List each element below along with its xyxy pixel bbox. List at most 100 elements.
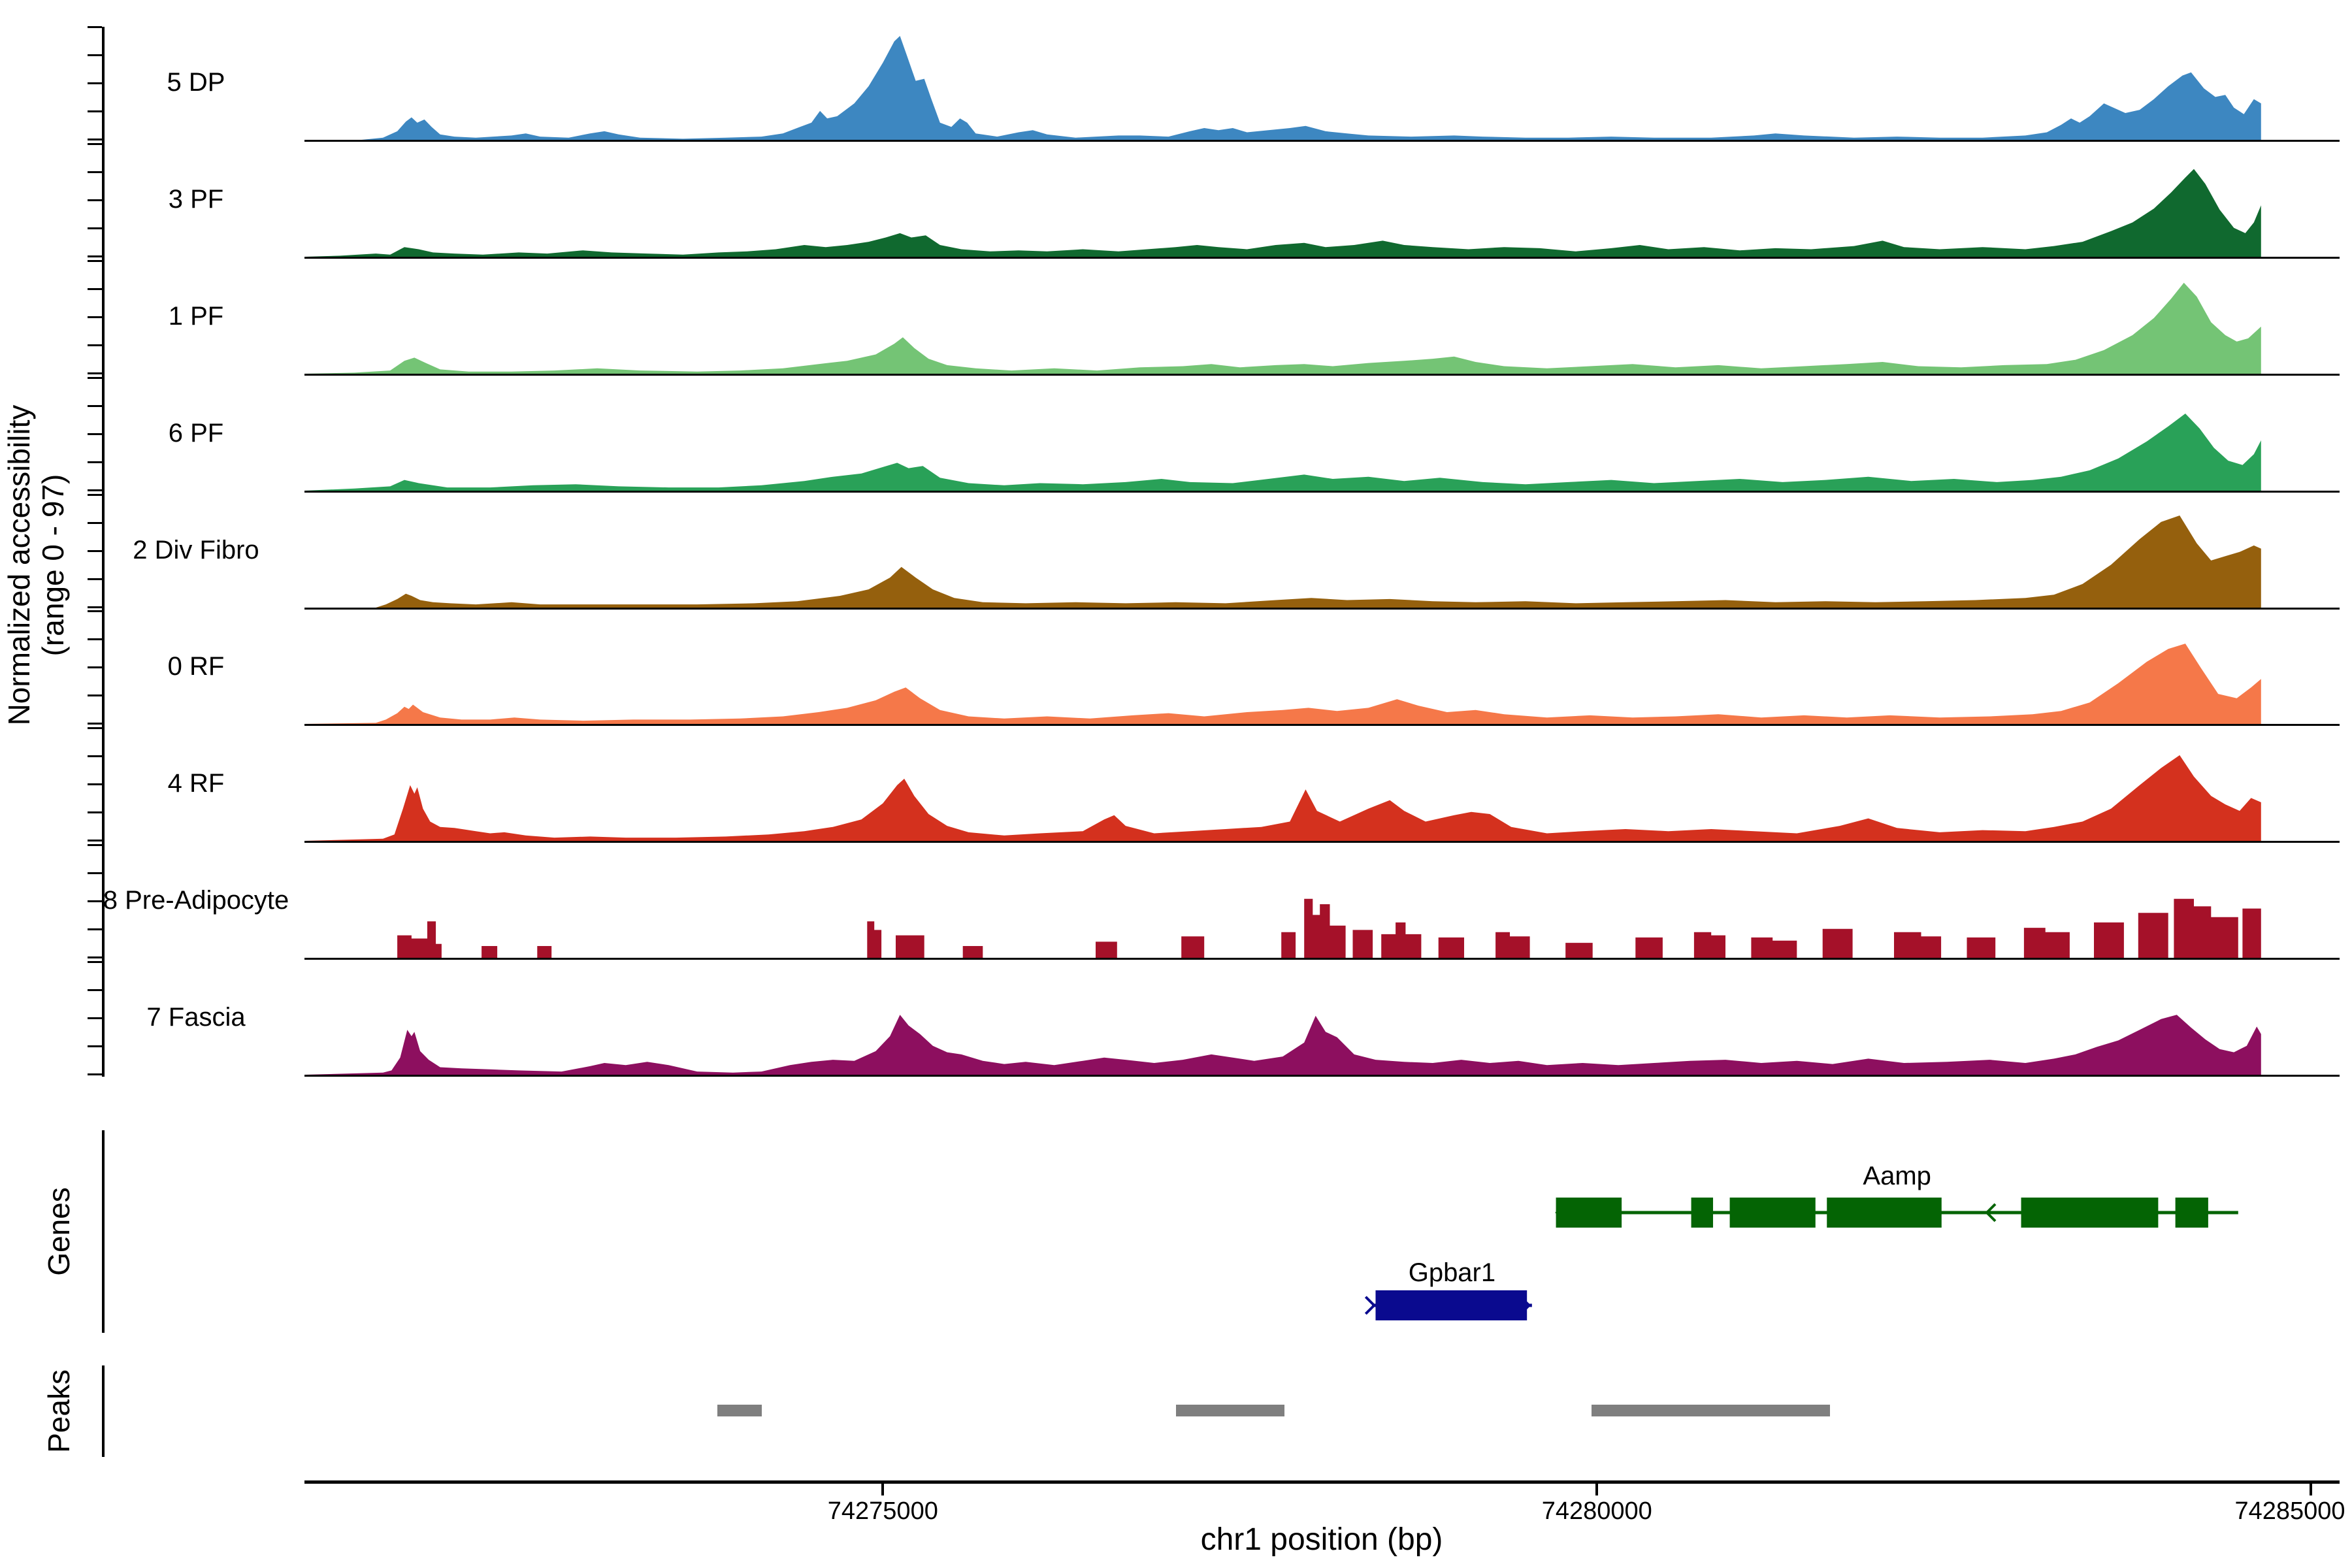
gene-exon-aamp xyxy=(1556,1198,1622,1228)
coverage-area xyxy=(304,898,2261,958)
coverage-area xyxy=(304,36,2261,140)
track-signal-4-rf xyxy=(304,755,2261,841)
y-axis-tick xyxy=(88,82,102,84)
track-signal-2-div-fibro xyxy=(304,515,2261,608)
y-axis-tick xyxy=(88,227,102,229)
gene-exon-aamp xyxy=(1691,1198,1714,1228)
coverage-area xyxy=(304,282,2261,374)
gene-strand-arrow-gpbar1 xyxy=(1364,1296,1377,1315)
y-axis-tick xyxy=(88,139,102,140)
track-label-8-pre-adipocyte: 8 Pre-Adipocyte xyxy=(103,886,289,915)
y-axis-tick xyxy=(88,494,102,496)
gene-strand-arrow-aamp xyxy=(1555,1203,1567,1222)
gene-strand-arrow-aamp xyxy=(1985,1203,1997,1222)
peaks-bracket xyxy=(102,1365,105,1457)
track-signal-5-dp xyxy=(304,36,2261,140)
track-baseline xyxy=(304,374,2340,376)
gene-exon-aamp xyxy=(1827,1198,1942,1228)
y-axis-tick xyxy=(88,1073,102,1075)
y-axis-tick xyxy=(88,578,102,580)
track-baseline xyxy=(304,958,2340,960)
track-signal-6-pf xyxy=(304,414,2261,491)
x-axis-tick xyxy=(1595,1484,1599,1495)
gene-exon-aamp xyxy=(2175,1198,2208,1228)
y-axis-tick xyxy=(88,961,102,963)
y-axis-label-line1: Normalized accessibility xyxy=(2,404,36,726)
genes-bracket xyxy=(102,1130,105,1333)
y-axis-tick xyxy=(88,694,102,696)
track-signal-3-pf xyxy=(304,169,2261,257)
gene-name-aamp: Aamp xyxy=(1863,1162,1931,1190)
coverage-area xyxy=(304,169,2261,257)
track-label-4-rf: 4 RF xyxy=(167,769,225,798)
x-axis-tick xyxy=(2310,1484,2313,1495)
gene-exon-aamp xyxy=(1729,1198,1816,1228)
y-axis-tick xyxy=(88,638,102,640)
gene-name-gpbar1: Gpbar1 xyxy=(1408,1258,1496,1287)
track-label-2-div-fibro: 2 Div Fibro xyxy=(133,536,259,564)
y-axis-tick xyxy=(88,433,102,435)
genes-section-label: Genes xyxy=(42,1187,76,1276)
x-axis-tick-label: 74285000 xyxy=(2234,1497,2345,1525)
y-axis-tick xyxy=(88,110,102,112)
y-axis-tick xyxy=(88,1045,102,1047)
y-axis-tick xyxy=(88,255,102,257)
y-axis-tick xyxy=(88,783,102,785)
track-label-7-fascia: 7 Fascia xyxy=(146,1003,246,1032)
gene-strand-arrow-gpbar1 xyxy=(1520,1296,1531,1315)
track-baseline xyxy=(304,140,2340,142)
track-baseline xyxy=(304,257,2340,259)
y-axis-tick xyxy=(88,489,102,491)
y-axis-tick xyxy=(88,844,102,846)
y-axis-tick xyxy=(88,199,102,201)
coverage-area xyxy=(304,644,2261,724)
track-label-1-pf: 1 PF xyxy=(168,302,224,331)
y-axis-tick xyxy=(88,606,102,608)
track-label-6-pf: 6 PF xyxy=(168,419,224,448)
track-baseline xyxy=(304,1075,2340,1077)
y-axis-line xyxy=(102,27,105,1077)
track-label-5-dp: 5 DP xyxy=(167,68,225,97)
gene-exon-aamp xyxy=(2021,1198,2159,1228)
y-axis-tick xyxy=(88,872,102,874)
peak-bar xyxy=(717,1405,762,1416)
y-axis-tick xyxy=(88,928,102,930)
y-axis-tick xyxy=(88,723,102,725)
y-axis-tick xyxy=(88,755,102,757)
peaks-section-label: Peaks xyxy=(42,1369,76,1453)
track-label-3-pf: 3 PF xyxy=(168,185,224,214)
y-axis-tick xyxy=(88,727,102,729)
y-axis-tick xyxy=(88,522,102,524)
peak-bar xyxy=(1175,1405,1284,1416)
track-label-0-rf: 0 RF xyxy=(167,652,225,681)
genes-svg xyxy=(1364,1198,2238,1320)
y-axis-tick xyxy=(88,840,102,841)
coverage-area xyxy=(304,755,2261,841)
y-axis-tick xyxy=(88,666,102,668)
coverage-area xyxy=(304,414,2261,491)
track-signal-0-rf xyxy=(304,644,2261,724)
y-axis-tick xyxy=(88,171,102,173)
track-signal-7-fascia xyxy=(304,1015,2261,1075)
x-axis-title: chr1 position (bp) xyxy=(1200,1522,1443,1557)
coverage-area xyxy=(304,515,2261,608)
coverage-area xyxy=(304,1015,2261,1075)
y-axis-tick xyxy=(88,461,102,463)
x-axis-tick-label: 74280000 xyxy=(1541,1497,1652,1525)
y-axis-tick xyxy=(88,377,102,379)
y-axis-tick xyxy=(88,143,102,145)
track-signal-8-pre-adipocyte xyxy=(304,898,2261,958)
track-baseline xyxy=(304,724,2340,726)
y-axis-tick xyxy=(88,54,102,56)
y-axis-tick xyxy=(88,316,102,318)
peak-bar xyxy=(1591,1405,1830,1416)
track-baseline xyxy=(304,608,2340,610)
track-signal-1-pf xyxy=(304,282,2261,374)
y-axis-tick xyxy=(88,344,102,346)
y-axis-tick xyxy=(88,956,102,958)
y-axis-tick xyxy=(88,989,102,991)
y-axis-tick xyxy=(88,288,102,290)
x-axis-line xyxy=(304,1480,2340,1484)
x-axis-tick-label: 74275000 xyxy=(827,1497,938,1525)
